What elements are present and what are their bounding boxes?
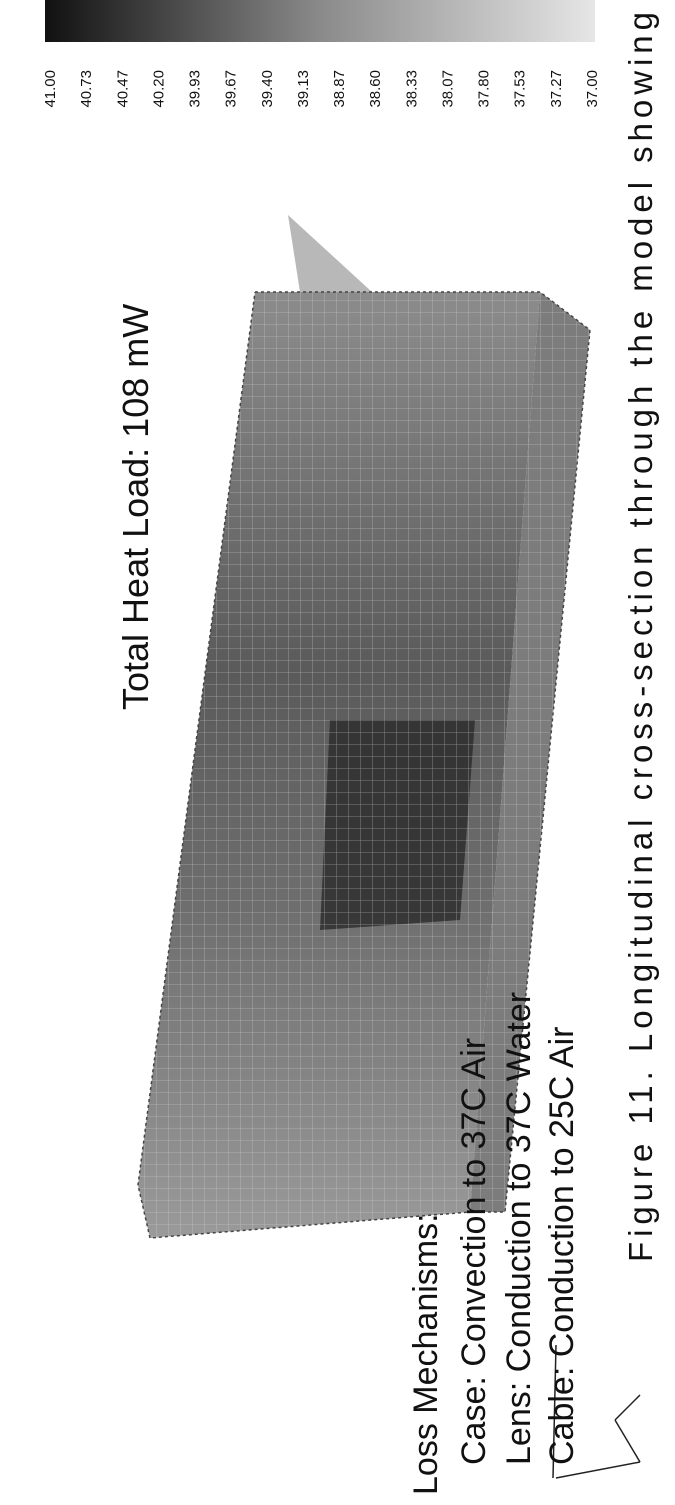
legend-label: 38.33 (403, 70, 420, 108)
title: Total Heat Load: 108 mW (115, 304, 156, 710)
legend-label: 37.53 (512, 70, 529, 108)
legend-label: 37.80 (476, 70, 493, 108)
legend-label: 38.07 (439, 70, 456, 108)
legend-label: 40.73 (78, 70, 95, 108)
loss-item: Lens: Conduction to 37C Water (500, 992, 538, 1465)
color-bar (45, 0, 595, 42)
legend-label: 39.13 (295, 70, 312, 108)
legend-label: 41.00 (42, 70, 59, 108)
legend-label: 38.87 (331, 70, 348, 108)
legend-label: 40.20 (150, 70, 167, 108)
loss-item: Case: Convection to 37C Air (455, 1038, 493, 1465)
legend-label: 40.47 (114, 70, 131, 108)
legend-label: 39.40 (259, 70, 276, 108)
legend-label: 38.60 (367, 70, 384, 108)
legend-label: 37.27 (548, 70, 565, 108)
loss-item: Cable: Conduction to 25C Air (543, 1027, 581, 1465)
figure: Total Heat Load: 108 mW Loss Mechanisms:… (0, 0, 675, 1505)
legend-label: 37.00 (584, 70, 601, 108)
legend-label: 39.93 (187, 70, 204, 108)
loss-heading: Loss Mechanisms: (407, 1213, 445, 1495)
legend-label: 39.67 (223, 70, 240, 108)
caption: Figure 11. Longitudinal cross-section th… (622, 12, 659, 1262)
